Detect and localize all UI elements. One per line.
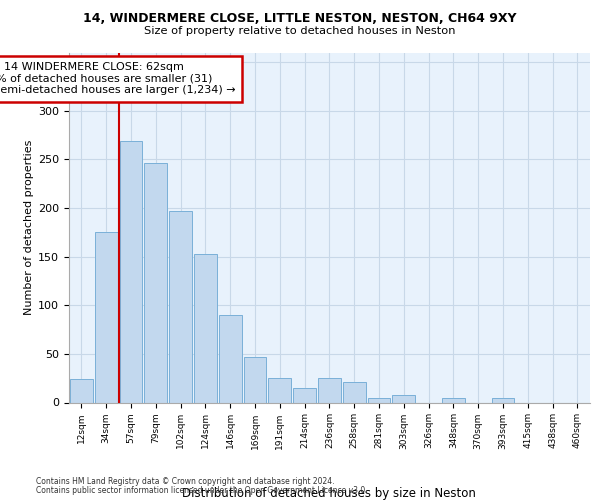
X-axis label: Distribution of detached houses by size in Neston: Distribution of detached houses by size …	[182, 488, 476, 500]
Bar	[442, 398, 465, 402]
Text: 14, WINDERMERE CLOSE, LITTLE NESTON, NESTON, CH64 9XY: 14, WINDERMERE CLOSE, LITTLE NESTON, NES…	[83, 12, 517, 25]
Bar	[219, 315, 242, 402]
Y-axis label: Number of detached properties: Number of detached properties	[24, 140, 34, 315]
Bar	[392, 394, 415, 402]
Bar	[368, 398, 391, 402]
Bar	[119, 141, 142, 403]
Bar	[70, 379, 93, 402]
Bar	[343, 382, 365, 402]
Text: Size of property relative to detached houses in Neston: Size of property relative to detached ho…	[144, 26, 456, 36]
Bar	[268, 378, 291, 402]
Bar	[145, 164, 167, 402]
Bar	[318, 378, 341, 402]
Bar	[491, 398, 514, 402]
Text: Contains HM Land Registry data © Crown copyright and database right 2024.: Contains HM Land Registry data © Crown c…	[36, 477, 335, 486]
Bar	[194, 254, 217, 402]
Bar	[293, 388, 316, 402]
Text: 14 WINDERMERE CLOSE: 62sqm
← 2% of detached houses are smaller (31)
97% of semi-: 14 WINDERMERE CLOSE: 62sqm ← 2% of detac…	[0, 62, 236, 96]
Bar	[244, 357, 266, 403]
Bar	[95, 232, 118, 402]
Bar	[169, 211, 192, 402]
Text: Contains public sector information licensed under the Open Government Licence v3: Contains public sector information licen…	[36, 486, 368, 495]
